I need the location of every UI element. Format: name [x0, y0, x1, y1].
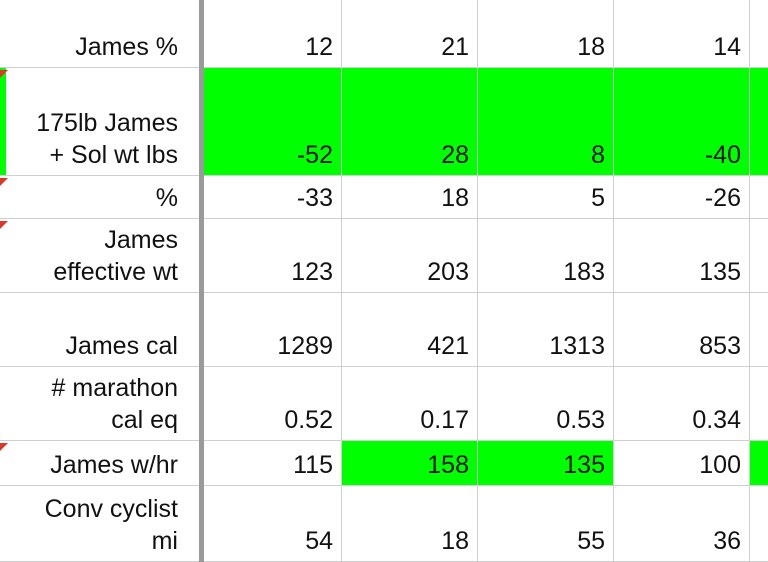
comment-marker-icon[interactable] [0, 443, 8, 451]
data-area: 12 21 18 14 -52 28 8 -40 -33 18 5 -26 12… [204, 0, 768, 562]
row-label[interactable]: James w/hr [50, 451, 178, 479]
data-cell[interactable]: 203 [342, 219, 478, 292]
row-label[interactable]: % [155, 184, 178, 212]
data-cell[interactable]: 135 [614, 219, 750, 292]
table-row: -52 28 8 -40 [204, 68, 768, 176]
data-cell[interactable]: 12 [204, 0, 342, 67]
data-cell[interactable] [750, 0, 768, 67]
data-cell[interactable]: 18 [478, 0, 614, 67]
data-cell[interactable]: 183 [478, 219, 614, 292]
frozen-column-divider[interactable] [199, 0, 204, 562]
data-cell-highlighted[interactable]: -52 [204, 68, 342, 175]
data-cell[interactable]: 0.34 [614, 367, 750, 440]
row-label[interactable]: James cal [65, 332, 178, 360]
data-cell[interactable] [750, 486, 768, 561]
row-pct-label: % [0, 176, 200, 219]
table-row: 123 203 183 135 [204, 219, 768, 293]
data-cell-highlighted[interactable]: 158 [342, 441, 478, 485]
data-cell[interactable]: 54 [204, 486, 342, 561]
data-cell[interactable]: 123 [204, 219, 342, 292]
data-cell[interactable]: -33 [204, 176, 342, 218]
data-cell[interactable]: 115 [204, 441, 342, 485]
data-cell[interactable]: 1313 [478, 293, 614, 366]
row-cyclist-mi-label: Conv cyclist mi [0, 486, 200, 562]
row-weight-diff-label: 175lb James + Sol wt lbs [0, 68, 200, 176]
data-cell-highlighted[interactable]: 135 [478, 441, 614, 485]
data-cell[interactable]: 18 [342, 176, 478, 218]
data-cell[interactable]: 14 [614, 0, 750, 67]
comment-marker-icon[interactable] [0, 70, 8, 78]
row-james-cal-label: James cal [0, 293, 200, 367]
data-cell[interactable]: 421 [342, 293, 478, 366]
data-cell[interactable]: -26 [614, 176, 750, 218]
row-label[interactable]: # marathon cal eq [51, 374, 178, 434]
data-cell-highlighted[interactable] [750, 68, 768, 175]
row-label-column: James % 175lb James + Sol wt lbs % James… [0, 0, 200, 562]
data-cell-highlighted[interactable]: 28 [342, 68, 478, 175]
table-row: -33 18 5 -26 [204, 176, 768, 219]
table-row: 115 158 135 100 [204, 441, 768, 486]
data-cell[interactable]: 36 [614, 486, 750, 561]
data-cell[interactable]: 18 [342, 486, 478, 561]
data-cell[interactable]: 100 [614, 441, 750, 485]
row-label[interactable]: James % [75, 33, 178, 61]
data-cell[interactable]: 21 [342, 0, 478, 67]
comment-marker-icon[interactable] [0, 178, 8, 186]
data-cell-highlighted[interactable]: -40 [614, 68, 750, 175]
data-cell[interactable]: 1289 [204, 293, 342, 366]
data-cell[interactable] [750, 176, 768, 218]
left-edge-highlight [0, 68, 6, 176]
data-cell[interactable]: 853 [614, 293, 750, 366]
data-cell-highlighted[interactable] [750, 441, 768, 485]
data-cell[interactable] [750, 219, 768, 292]
data-cell[interactable]: 55 [478, 486, 614, 561]
data-cell[interactable]: 0.52 [204, 367, 342, 440]
data-cell[interactable]: 0.53 [478, 367, 614, 440]
row-label[interactable]: Conv cyclist mi [44, 495, 178, 555]
table-row: 54 18 55 36 [204, 486, 768, 562]
data-cell[interactable] [750, 367, 768, 440]
row-watts-label: James w/hr [0, 441, 200, 486]
row-effective-wt-label: James effective wt [0, 219, 200, 293]
data-cell[interactable]: 0.17 [342, 367, 478, 440]
row-label[interactable]: 175lb James + Sol wt lbs [36, 109, 178, 169]
data-cell-highlighted[interactable]: 8 [478, 68, 614, 175]
row-marathon-eq-label: # marathon cal eq [0, 367, 200, 441]
data-cell[interactable] [750, 293, 768, 366]
table-row: 12 21 18 14 [204, 0, 768, 68]
row-label[interactable]: James effective wt [53, 226, 178, 286]
comment-marker-icon[interactable] [0, 221, 8, 229]
row-james-pct-label: James % [0, 0, 200, 68]
data-cell[interactable]: 5 [478, 176, 614, 218]
table-row: 1289 421 1313 853 [204, 293, 768, 367]
table-row: 0.52 0.17 0.53 0.34 [204, 367, 768, 441]
